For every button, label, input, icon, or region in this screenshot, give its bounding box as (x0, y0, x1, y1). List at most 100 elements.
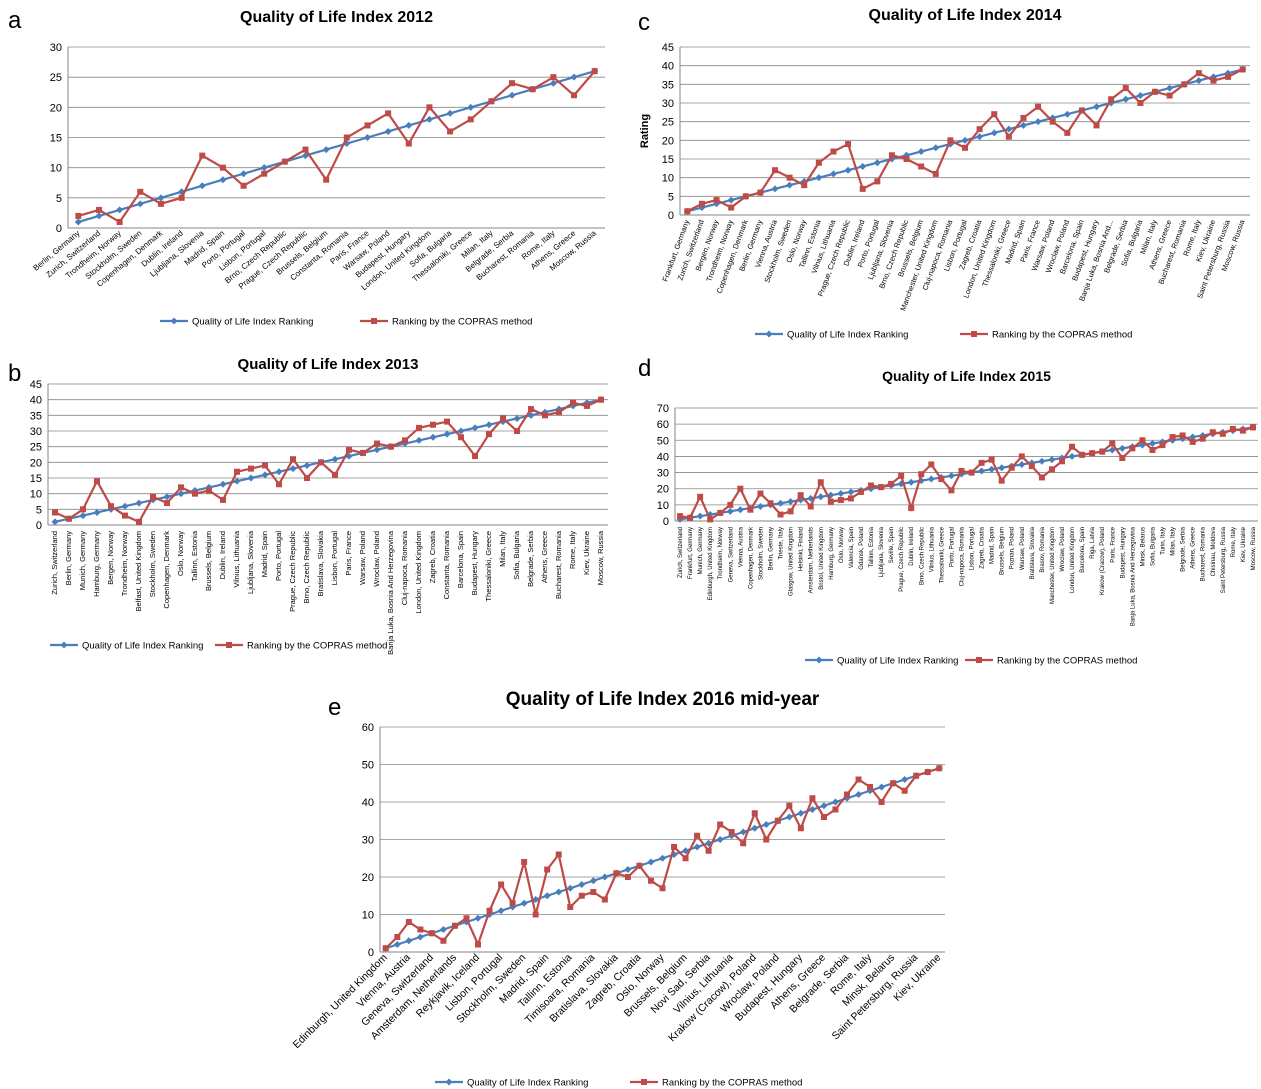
point (797, 825, 804, 832)
point (1034, 118, 1042, 126)
x-tick-label: Valencia, Spain (849, 527, 855, 568)
point (1038, 474, 1045, 481)
x-tick-label: Ljubljana, Slovenia (246, 530, 255, 594)
point (624, 874, 631, 880)
point (1028, 463, 1035, 470)
y-tick-label: 20 (30, 457, 42, 469)
legend-marker (976, 657, 982, 663)
point (1136, 92, 1144, 100)
x-tick-label: Gdansk, Poland (859, 527, 865, 570)
x-tick-label: Bratislava, Slovakia (1030, 526, 1036, 579)
y-tick-label: 15 (30, 473, 42, 485)
point (1166, 84, 1174, 92)
point (742, 193, 749, 200)
point (451, 922, 458, 929)
x-tick-label: Manchester, United Kingdom (1050, 527, 1056, 604)
point (261, 471, 269, 479)
point (1229, 425, 1236, 432)
point (80, 506, 86, 513)
point (1064, 129, 1071, 136)
point (457, 427, 465, 435)
point (948, 487, 955, 494)
point (705, 847, 712, 854)
point (486, 431, 492, 438)
point (976, 126, 983, 133)
point (847, 488, 855, 496)
point (550, 74, 557, 81)
point (475, 941, 482, 948)
legend-marker (765, 330, 773, 338)
x-tick-label: Zagreb, Croatia (980, 526, 986, 568)
x-tick-label: Zurich, Switzerland (678, 527, 684, 578)
point (756, 502, 764, 510)
x-tick-label: Barcelona, Spain (1080, 527, 1086, 573)
point (727, 501, 734, 508)
point (873, 159, 881, 167)
point (809, 795, 816, 802)
point (178, 484, 184, 491)
x-tick-label: Oslo, Norway (839, 527, 845, 563)
point (52, 509, 58, 516)
panel-label: a (8, 7, 22, 34)
panel-label: c (638, 9, 650, 36)
y-tick-label: 30 (50, 42, 62, 54)
point (116, 206, 124, 214)
legend-label: Ranking by the COPRAS method (247, 641, 387, 652)
point (713, 197, 720, 204)
point (584, 402, 590, 409)
point (206, 487, 212, 494)
point (786, 802, 793, 809)
x-tick-label: Copenhagen, Denmark (748, 526, 754, 589)
x-tick-label: Constanta, Romania (442, 530, 451, 599)
point (1089, 450, 1096, 457)
point (855, 776, 862, 783)
point (1119, 455, 1126, 462)
y-tick-label: 35 (662, 79, 674, 91)
x-tick-label: Krakow (Cracow), Poland (1100, 527, 1106, 595)
x-tick-label: Poznan, Poland (1010, 527, 1016, 569)
point (233, 477, 241, 485)
point (281, 158, 288, 165)
x-tick-label: Ljubljana, Slovenia (879, 526, 885, 577)
chart-title: Quality of Life Index 2013 (238, 356, 419, 373)
point (917, 148, 925, 156)
point (591, 68, 598, 75)
x-tick-label: Saint Petersburg, Russia (1221, 526, 1227, 593)
point (447, 128, 454, 135)
point (726, 507, 734, 515)
point (1063, 110, 1071, 118)
x-tick-label: Bucharest, Romania (1201, 526, 1207, 581)
point (240, 182, 247, 189)
x-tick-label: Vilnius, Lithuania (232, 530, 241, 587)
point (831, 798, 839, 806)
point (528, 406, 534, 413)
chart-title: Quality of Life Index 2016 mid-year (506, 689, 820, 710)
point (509, 80, 516, 87)
x-tick-label: Rome, Italy (568, 531, 577, 569)
point (416, 933, 424, 941)
y-tick-label: 20 (657, 484, 669, 496)
point (787, 498, 795, 506)
point (513, 414, 521, 422)
point (405, 140, 412, 147)
point (1159, 442, 1166, 449)
point (384, 127, 392, 135)
point (1069, 443, 1076, 450)
x-tick-label: Athens, Greece (540, 531, 549, 583)
point (136, 518, 142, 525)
y-tick-label: 10 (657, 500, 669, 512)
chart-title: Quality of Life Index 2012 (240, 9, 433, 26)
point (178, 194, 185, 201)
x-tick-label: Athens, Greece (1191, 526, 1197, 568)
point (947, 472, 955, 480)
point (598, 396, 604, 403)
legend-label: Ranking by the COPRAS method (662, 1078, 802, 1089)
point (757, 490, 764, 497)
point (624, 866, 632, 873)
x-tick-label: Thessaloniki, Greece (939, 526, 945, 583)
x-tick-label: Munich, Germany (78, 531, 87, 590)
point (363, 134, 371, 141)
point (991, 111, 998, 118)
point (859, 185, 866, 192)
x-tick-label: Brussels, Belgium (204, 531, 213, 591)
